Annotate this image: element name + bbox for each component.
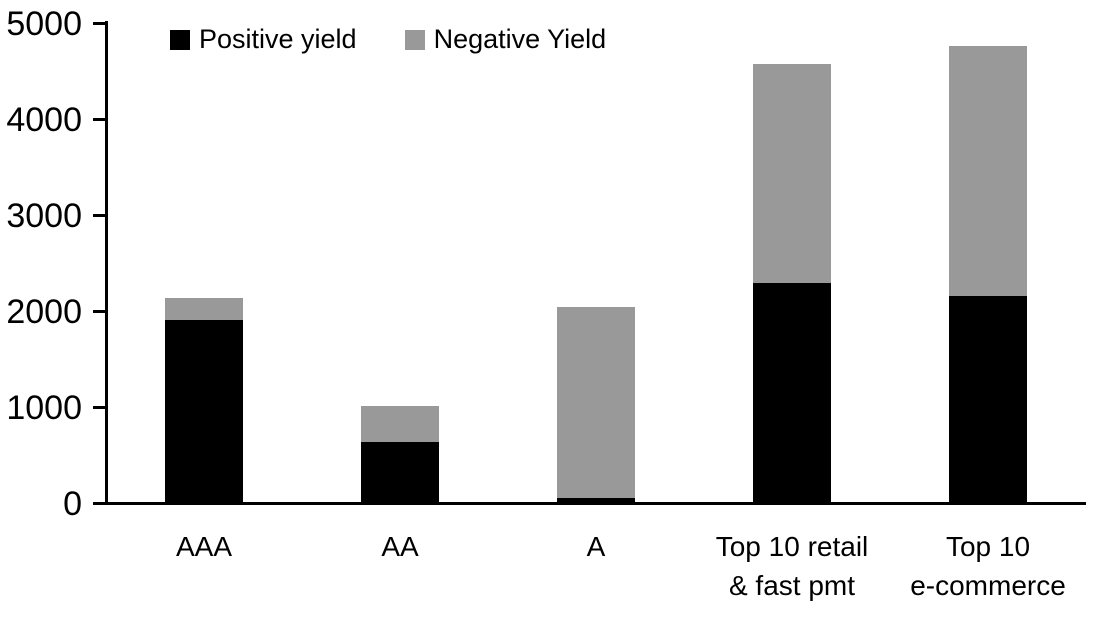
bar-segment-negative-yield [165,297,243,320]
legend-label-positive: Positive yield [199,24,357,54]
y-tick-label-5000: 5000 [6,4,82,43]
legend-swatch-positive-icon [170,29,190,50]
x-category-label: Top 10 retail & fast pmt [715,531,869,601]
x-category-label: AA [381,531,419,562]
legend-item-negative-yield: Negative Yield [404,24,607,55]
y-tick-label-0: 0 [63,484,82,523]
y-axis-line [105,21,108,505]
bar-aaa [165,297,243,502]
bar-segment-negative-yield [753,64,831,284]
bar-aa [361,406,439,502]
bar-segment-positive-yield [557,498,635,502]
y-tick-label-2000: 2000 [6,292,82,331]
y-tick-label-4000: 4000 [6,100,82,139]
bar-top-10-e-commerce [949,46,1027,502]
bar-segment-negative-yield [949,46,1027,296]
y-tick-label-3000: 3000 [6,196,82,235]
x-axis-line [93,502,1086,505]
y-tick-mark-5000 [93,22,106,25]
legend-item-positive-yield: Positive yield [170,24,357,55]
chart-legend: Positive yield Negative Yield [170,24,606,55]
y-tick-mark-1000 [93,406,106,409]
bar-segment-negative-yield [557,307,635,499]
y-tick-mark-2000 [93,310,106,313]
y-tick-mark-3000 [93,214,106,217]
y-tick-label-1000: 1000 [6,388,82,427]
bar-top-10-retail-&-fast-pmt [753,64,831,502]
x-category-label: A [586,531,606,562]
x-category-label: Top 10 e-commerce [910,531,1066,601]
bar-segment-positive-yield [949,295,1027,502]
legend-label-negative: Negative Yield [433,24,607,54]
x-category-label: AAA [175,531,233,562]
bar-segment-positive-yield [165,319,243,502]
legend-swatch-negative-icon [404,29,425,50]
bar-segment-positive-yield [753,283,831,502]
bar-a [557,307,635,502]
y-tick-mark-4000 [93,118,106,121]
plot-area [106,22,1086,502]
bar-segment-negative-yield [361,406,439,443]
bar-segment-positive-yield [361,442,439,502]
